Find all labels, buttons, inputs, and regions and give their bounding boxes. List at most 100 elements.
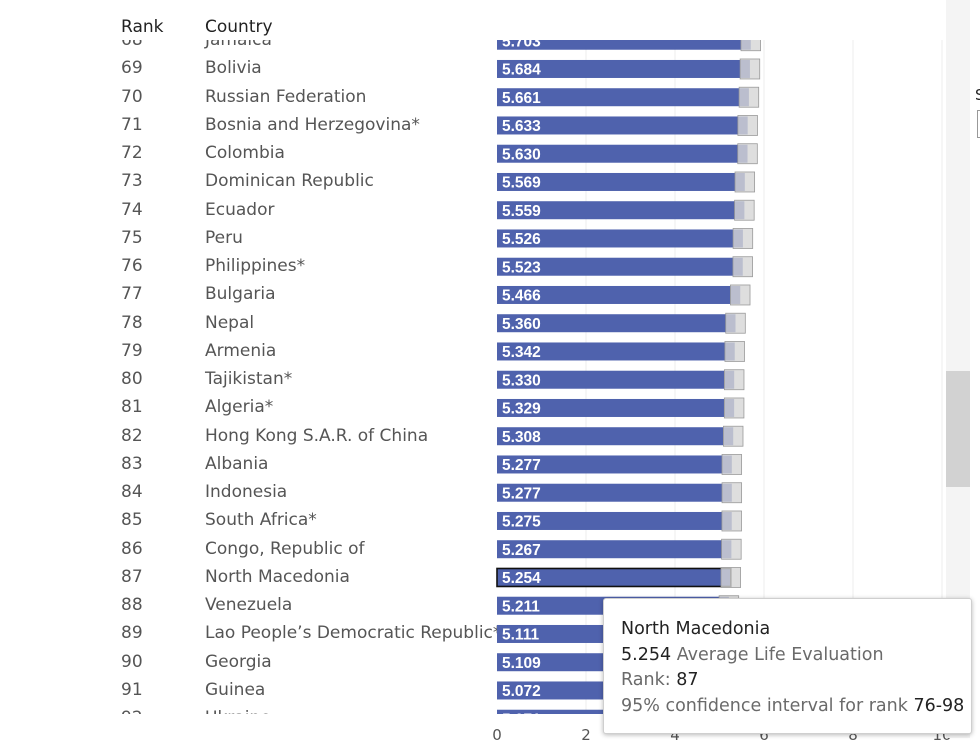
bar[interactable] (497, 427, 734, 446)
bar[interactable] (497, 144, 748, 163)
country-cell: Ukraine (205, 704, 271, 714)
bar[interactable] (497, 59, 750, 78)
table-row[interactable]: 68 Jamaica (0, 40, 945, 54)
bar[interactable] (497, 342, 735, 361)
table-row[interactable]: 85 South Africa* (0, 506, 945, 534)
table-row[interactable]: 83 Albania (0, 450, 945, 478)
table-row[interactable]: 70 Russian Federation (0, 83, 945, 111)
rank-cell: 73 (121, 171, 143, 192)
tooltip-value: 5.254 (621, 644, 672, 665)
confidence-interval (737, 143, 758, 165)
country-cell: South Africa* (205, 510, 317, 531)
country-cell: Nepal (205, 312, 255, 333)
bar[interactable] (497, 229, 743, 248)
country-cell: Tajikistan* (205, 369, 293, 389)
bar[interactable] (497, 172, 745, 191)
bar[interactable] (497, 540, 732, 559)
table-row[interactable]: 69 Bolivia (0, 54, 945, 82)
bar[interactable] (497, 455, 732, 474)
bar-value-label: 5.330 (502, 372, 541, 389)
bar-value-label: 5.072 (502, 683, 541, 700)
side-panel-checkbox[interactable] (977, 110, 980, 138)
rank-cell: 89 (121, 623, 143, 644)
table-row[interactable]: 91 Guinea (0, 676, 945, 704)
country-cell: Peru (205, 227, 243, 248)
table-row[interactable]: 79 Armenia (0, 337, 945, 365)
rank-cell: 90 (121, 651, 143, 672)
table-row[interactable]: 90 Georgia (0, 648, 945, 676)
bar[interactable] (497, 285, 741, 304)
rank-cell: 72 (121, 143, 143, 163)
table-row[interactable]: 72 Colombia (0, 139, 945, 167)
tooltip-value-line: 5.254 Average Life Evaluation (621, 643, 971, 669)
x-tick-label: 8 (848, 726, 858, 744)
table-row[interactable]: 82 Hong Kong S.A.R. of China (0, 422, 945, 450)
bar[interactable] (497, 483, 732, 502)
bar-value-label: 5.277 (502, 485, 541, 502)
bar-value-label: 5.275 (502, 514, 541, 531)
bar-value-label: 5.526 (502, 231, 541, 248)
confidence-interval (732, 256, 753, 278)
bar-value-label: 5.329 (502, 401, 541, 418)
table-row[interactable]: 80 Tajikistan* (0, 365, 945, 393)
country-cell: Albania (205, 453, 269, 474)
tooltip-value-label: Average Life Evaluation (676, 644, 884, 665)
country-cell: North Macedonia (205, 566, 350, 587)
bar[interactable] (497, 201, 745, 220)
country-cell: Bulgaria (205, 284, 276, 305)
table-row[interactable]: 77 Bulgaria (0, 280, 945, 308)
x-tick-label: 0 (492, 726, 502, 744)
bar[interactable] (497, 398, 735, 417)
table-row[interactable]: 76 Philippines* (0, 252, 945, 280)
rank-cell: 78 (121, 312, 143, 333)
bar[interactable] (497, 370, 735, 389)
rank-cell: 69 (121, 58, 143, 79)
tooltip: North Macedonia 5.254 Average Life Evalu… (603, 598, 972, 734)
table-row[interactable]: 86 Congo, Republic of (0, 535, 945, 563)
country-column-header[interactable]: Country (205, 17, 273, 37)
confidence-interval (723, 397, 745, 419)
table-row[interactable]: 71 Bosnia and Herzegovina* (0, 111, 945, 139)
confidence-interval (721, 538, 742, 560)
bar[interactable] (497, 116, 748, 135)
side-panel-label: S (975, 86, 980, 104)
table-row[interactable]: 75 Peru (0, 224, 945, 252)
country-cell: Russian Federation (205, 86, 367, 107)
bar[interactable] (497, 314, 736, 333)
confidence-interval (721, 510, 742, 532)
bar[interactable] (497, 40, 751, 50)
table-row[interactable]: 88 Venezuela (0, 591, 945, 619)
table-row[interactable]: 89 Lao People’s Democratic Republic* (0, 619, 945, 647)
table-row[interactable]: 84 Indonesia (0, 478, 945, 506)
table-row[interactable]: 73 Dominican Republic (0, 167, 945, 195)
bar[interactable] (497, 88, 749, 107)
table-row[interactable]: 74 Ecuador (0, 196, 945, 224)
table-row[interactable]: 81 Algeria* (0, 393, 945, 421)
bar-value-label: 5.254 (502, 570, 541, 587)
bar-value-label: 5.308 (502, 429, 541, 446)
tooltip-country: North Macedonia (621, 619, 771, 639)
chart-viewport[interactable]: 68 Jamaica 69 Bolivia 70 Russian Federation 71… (0, 40, 945, 714)
tooltip-rank-prefix: Rank: (621, 670, 671, 690)
rank-column-header[interactable]: Rank (121, 17, 164, 37)
country-cell: Dominican Republic (205, 171, 374, 192)
rank-cell: 82 (121, 425, 143, 446)
bar-value-label: 5.342 (502, 344, 541, 361)
table-row[interactable]: 87 North Macedonia (0, 563, 945, 591)
country-cell: Philippines* (205, 256, 306, 276)
country-cell: Ecuador (205, 199, 275, 220)
bar-value-label: 5.466 (502, 288, 541, 305)
bar[interactable] (497, 257, 743, 276)
table-row[interactable]: 78 Nepal (0, 309, 945, 337)
scrollbar-thumb[interactable] (946, 371, 970, 487)
bar-value-label: 5.633 (502, 118, 541, 135)
rank-cell: 76 (121, 256, 143, 276)
table-row[interactable]: 92 Ukraine (0, 704, 945, 714)
x-tick-label: 2 (581, 726, 591, 744)
country-cell: Armenia (205, 340, 277, 361)
country-cell: Algeria* (205, 397, 274, 418)
rank-cell: 88 (121, 595, 143, 615)
rank-cell: 68 (121, 40, 143, 50)
bar[interactable] (497, 511, 732, 530)
bar-value-label: 5.277 (502, 457, 541, 474)
